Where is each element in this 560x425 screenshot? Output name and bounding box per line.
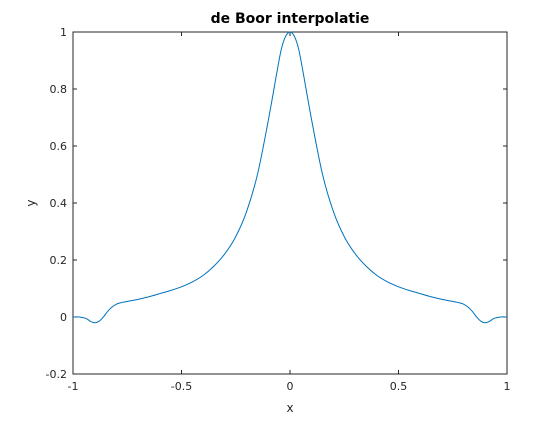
series-line-0 xyxy=(72,31,508,324)
y-tick-label: 0.6 xyxy=(50,140,68,153)
y-tick-label: 0.2 xyxy=(50,254,68,267)
x-tick-label: -1 xyxy=(68,380,79,393)
plot-area xyxy=(72,31,508,375)
x-tick-label: 0 xyxy=(287,380,294,393)
x-tick-label: -0.5 xyxy=(171,380,192,393)
y-tick-label: 0.4 xyxy=(50,197,68,210)
x-tick-label: 1 xyxy=(504,380,511,393)
y-tick-label: 0.8 xyxy=(50,83,68,96)
y-tick-label: -0.2 xyxy=(46,368,67,381)
x-axis-label: x xyxy=(286,401,293,415)
y-axis-label: y xyxy=(24,199,38,206)
y-tick-label: 1 xyxy=(60,26,67,39)
chart-title: de Boor interpolatie xyxy=(211,11,370,27)
tick-labels: -1 -0.5 0 0.5 1 -0.2 0 0.2 0.4 0.6 0.8 1 xyxy=(46,26,511,393)
x-tick-label: 0.5 xyxy=(390,380,408,393)
y-tick-label: 0 xyxy=(60,311,67,324)
series-group xyxy=(72,31,508,324)
